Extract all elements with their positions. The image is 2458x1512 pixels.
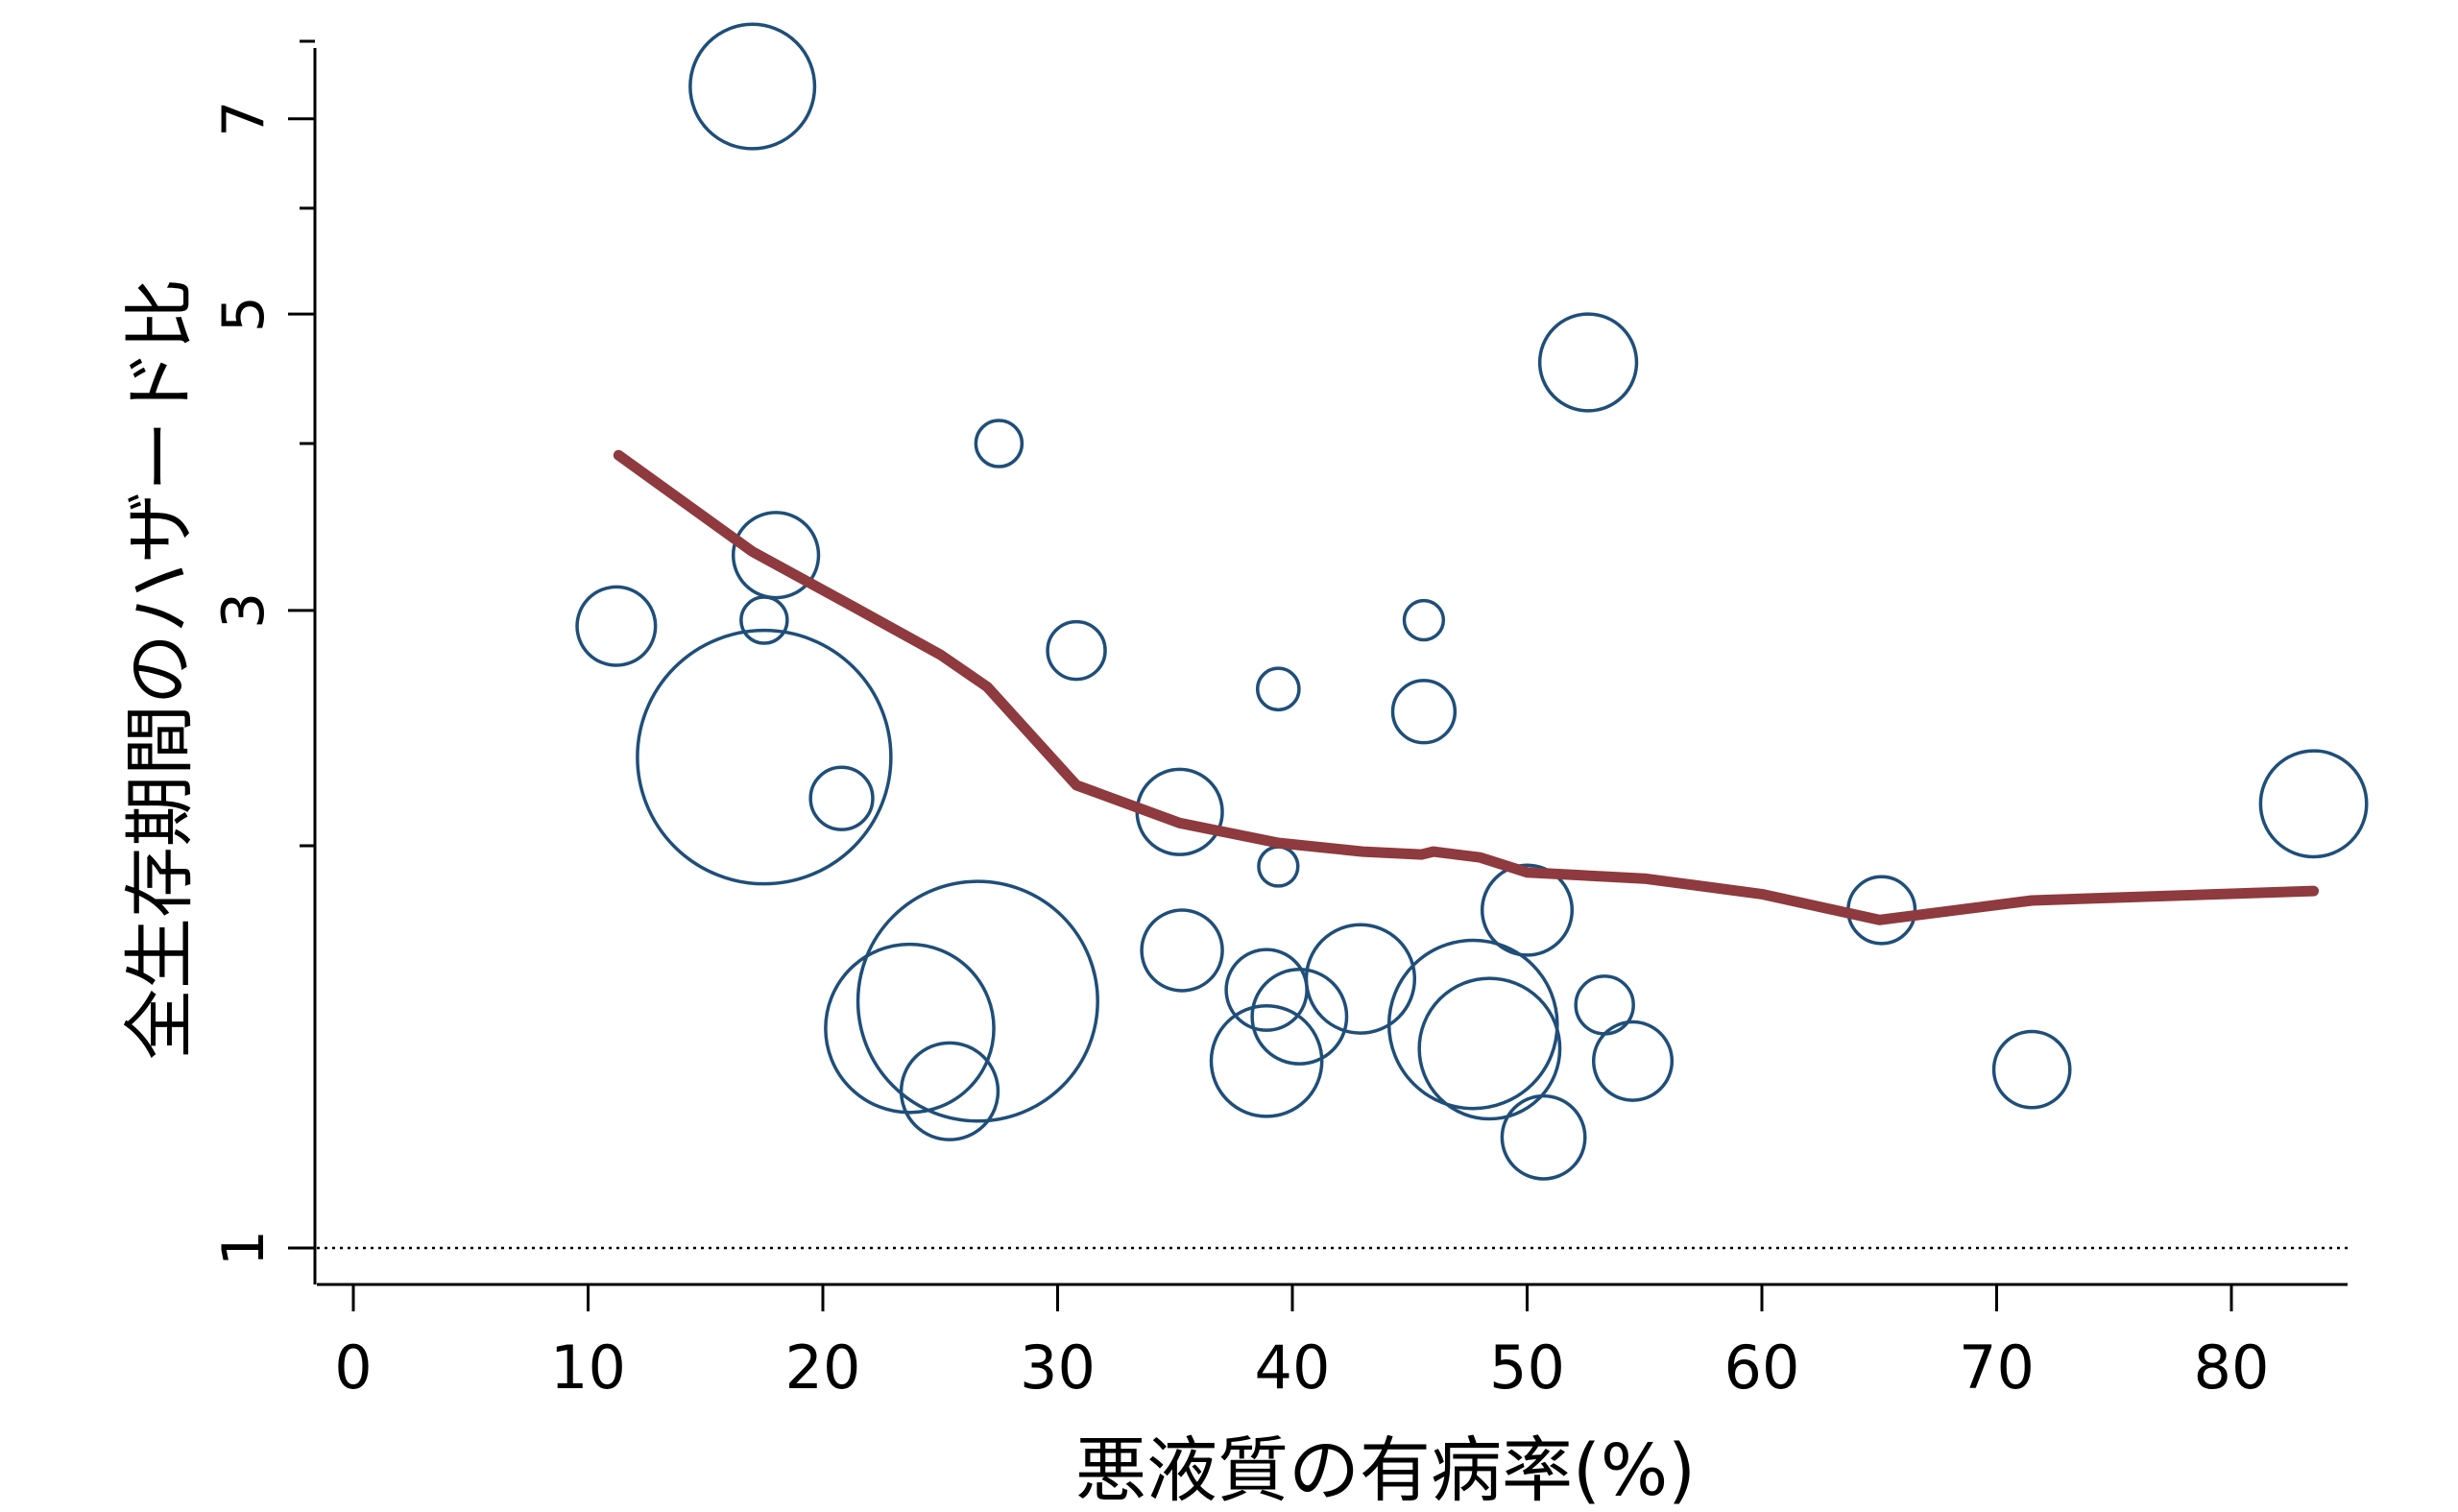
bubble-point [1250,967,1349,1066]
trend-line [613,449,2320,925]
bubble-point [1255,666,1301,712]
y-tick-label: 5 [210,296,277,332]
bubble-point [1574,974,1635,1036]
x-tick-label: 20 [785,1332,861,1403]
bubble-point [739,595,789,645]
bubble-point [1402,598,1446,642]
bubble-point [1500,1093,1587,1181]
bubble-point [1046,619,1107,682]
y-tick-label: 3 [210,592,277,629]
bubble-point [1386,938,1559,1111]
y-tick-label: 1 [210,1230,277,1266]
bubble-series [575,22,2369,1181]
x-tick-label: 50 [1489,1332,1565,1403]
x-tick-label: 40 [1255,1332,1331,1403]
x-tick-label: 70 [1959,1332,2035,1403]
bubble-point [1257,845,1300,888]
bubble-point [1140,908,1224,993]
bubble-point [731,511,821,600]
x-tick-label: 30 [1020,1332,1096,1403]
bubble-point [855,879,1099,1123]
bubble-point [824,942,996,1115]
plot-area [313,48,2348,1286]
y-tick-label: 7 [210,101,277,137]
bubble-point [636,628,893,886]
bubble-point [1390,679,1458,745]
x-tick-label: 80 [2194,1332,2270,1403]
bubble-point [1537,312,1639,413]
bubble-point [1209,1003,1324,1118]
x-tick-label: 10 [550,1332,626,1403]
bubble-point [1991,1029,2072,1110]
bubble-point [2258,749,2369,859]
bubble-point [1304,923,1417,1035]
bubble-point [899,1041,1000,1141]
y-axis-ticks: 13579 [210,39,315,1266]
bubble-point [1417,976,1562,1121]
bubble-point [1224,948,1309,1032]
bubble-point [575,585,658,667]
bubble-point [688,22,817,151]
bubble-point [1591,1020,1675,1102]
bubble-point [808,765,875,831]
x-tick-label: 60 [1724,1332,1800,1403]
bubble-point [1480,863,1575,957]
bubble-point [974,419,1024,468]
x-tick-label: 0 [334,1332,372,1403]
x-axis-title: 悪液質の有病率(%) [1075,1429,1696,1512]
y-axis-title: 全生存期間のハザード比 [119,278,202,1060]
x-axis-ticks: 0 10 20 30 40 50 60 70 80 [334,1284,2269,1403]
